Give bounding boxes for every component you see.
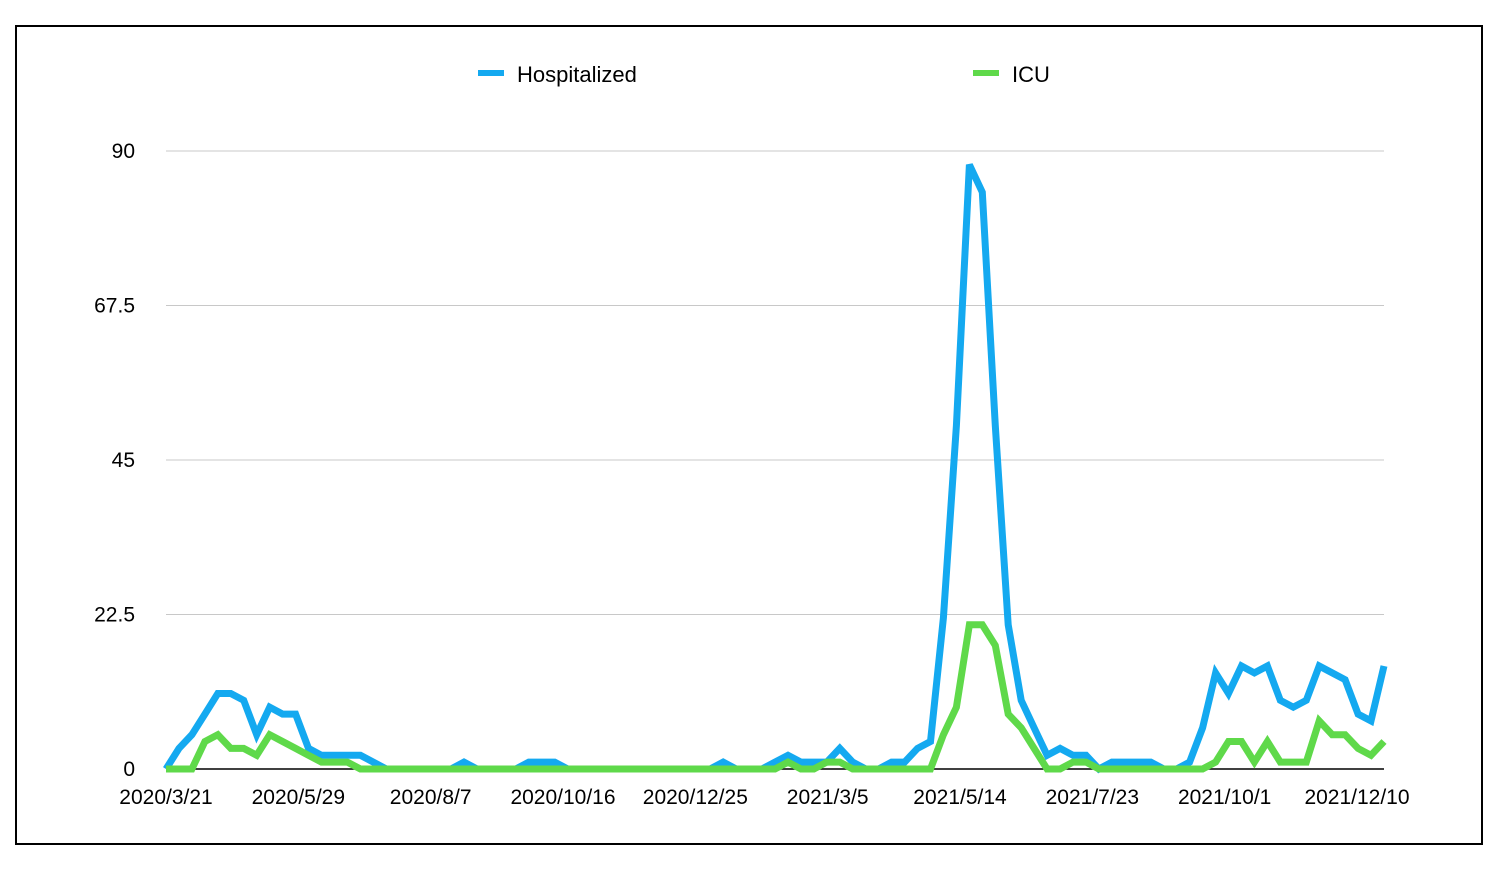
gridlines (166, 150, 1384, 770)
x-tick-label: 2020/8/7 (390, 786, 472, 809)
x-tick-label: 2020/12/25 (643, 786, 748, 809)
legend-label-hospitalized: Hospitalized (517, 62, 637, 87)
y-tick-label: 90 (112, 140, 135, 163)
x-tick-label: 2021/10/1 (1178, 786, 1271, 809)
series-line-hospitalized (163, 163, 1388, 774)
x-tick-label: 2021/5/14 (913, 786, 1007, 809)
x-tick-label: 2021/7/23 (1046, 786, 1139, 809)
x-tick-label: 2021/3/5 (787, 786, 869, 809)
x-tick-label: 2020/10/16 (510, 786, 615, 809)
legend: Hospitalized ICU (478, 62, 1050, 87)
x-tick-label: 2021/12/10 (1304, 786, 1409, 809)
legend-label-icu: ICU (1012, 62, 1050, 87)
y-tick-label: 22.5 (94, 604, 135, 627)
y-tick-label: 67.5 (94, 295, 135, 318)
y-tick-label: 45 (112, 449, 135, 472)
chart-frame (15, 25, 1483, 845)
x-axis-tick-labels: 2020/3/21 2020/5/29 2020/8/7 2020/10/16 2020… (119, 786, 1409, 809)
series-line-icu (166, 621, 1387, 773)
x-tick-label: 2020/3/21 (119, 786, 212, 809)
y-axis-tick-labels: 0 22.5 45 67.5 90 (94, 140, 135, 781)
y-tick-label: 0 (123, 758, 135, 781)
series-lines (163, 163, 1388, 774)
x-tick-label: 2020/5/29 (252, 786, 345, 809)
